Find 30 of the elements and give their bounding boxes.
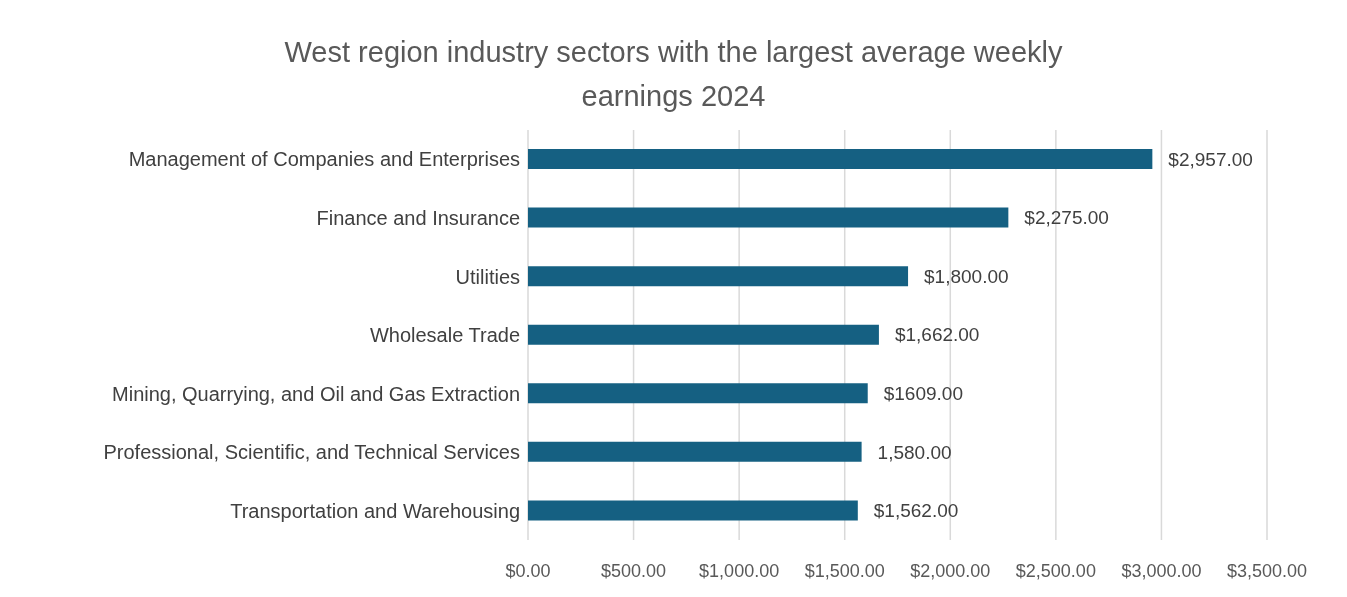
- bar: [528, 383, 868, 404]
- y-tick-label: Management of Companies and Enterprises: [128, 148, 520, 171]
- x-tick-label: $2,000.00: [910, 560, 991, 581]
- x-tick-label: $2,500.00: [1015, 560, 1096, 581]
- data-label: $2,957.00: [1168, 148, 1253, 170]
- bar: [528, 149, 1153, 169]
- y-tick-label: Professional, Scientific, and Technical Services: [103, 441, 520, 464]
- x-tick-label: $0.00: [505, 560, 551, 581]
- chart-title: West region industry sectors with the largest average weekly earnings 2024: [283, 35, 1064, 114]
- bar: [528, 324, 879, 345]
- y-tick-label: Mining, Quarrying, and Oil and Gas Extraction: [112, 382, 520, 405]
- bar: [528, 441, 862, 462]
- bar: [528, 207, 1009, 228]
- x-tick-label: $3,500.00: [1226, 560, 1308, 581]
- data-label: $1,662.00: [894, 324, 980, 346]
- y-tick-label: Finance and Insurance: [316, 206, 520, 229]
- bar: [528, 500, 858, 521]
- y-tick-label: Utilities: [455, 265, 520, 288]
- x-tick-label: $3,000.00: [1121, 560, 1202, 581]
- data-label: $1609.00: [883, 382, 963, 404]
- bar: [528, 266, 909, 287]
- x-tick-label: $500.00: [601, 560, 667, 581]
- y-tick-label: Wholesale Trade: [369, 324, 520, 347]
- x-tick-label: $1,500.00: [804, 560, 885, 581]
- x-tick-label: $1,000.00: [699, 560, 780, 581]
- data-label: $1,800.00: [924, 265, 1009, 287]
- y-tick-label: Transportation and Warehousing: [230, 499, 520, 522]
- data-label: 1,580.00: [877, 441, 952, 463]
- data-label: $1,562.00: [873, 500, 959, 522]
- data-label: $2,275.00: [1024, 207, 1109, 229]
